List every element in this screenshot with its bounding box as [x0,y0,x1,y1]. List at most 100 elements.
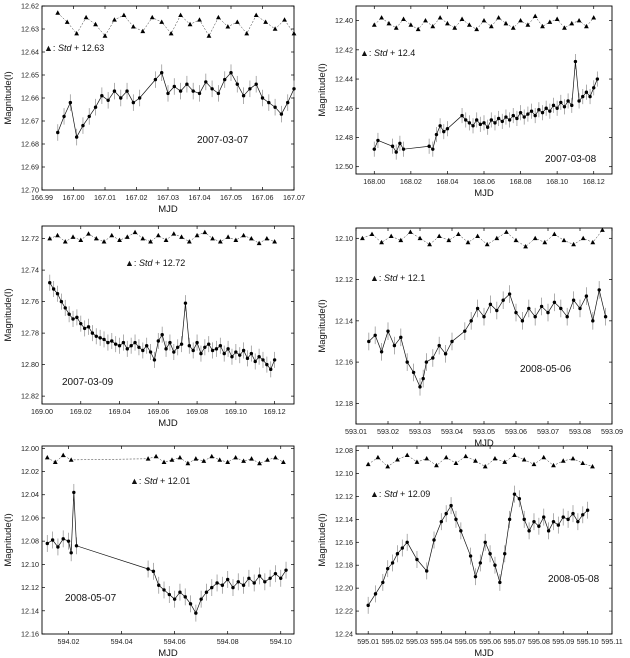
y-tick-label: 12.04 [21,490,39,499]
target-point [59,299,64,304]
x-tick-label: 595.07 [503,637,525,646]
target-point [235,82,239,86]
target-point [220,583,225,587]
target-point [398,141,402,146]
target-point [443,352,448,356]
std-point [551,462,556,468]
target-point [501,298,505,302]
target-point [261,358,265,362]
y-tick-label: 12.18 [335,561,353,570]
target-point [507,517,512,522]
std-point [209,453,215,459]
target-point [164,347,168,351]
target-point [390,561,395,565]
target-point [512,492,517,496]
target-point [62,114,66,119]
y-tick-label: 12.50 [335,162,353,171]
target-point [265,362,269,367]
target-point [504,115,508,119]
std-point [430,23,436,29]
target-point [373,592,378,596]
std-point [78,237,84,242]
std-point [386,20,392,26]
target-point [172,350,176,354]
std-point [427,241,432,247]
std-point [149,14,155,20]
target-point [581,513,585,517]
target-point [203,345,207,349]
target-point [489,118,494,122]
std-point [456,231,461,236]
target-point [385,566,390,571]
target-point [260,96,265,100]
target-point [588,94,592,99]
target-point [187,344,192,348]
std-point [86,231,91,236]
target-point [597,288,601,292]
target-point [386,329,390,333]
std-point [494,235,500,241]
target-point [172,84,176,89]
std-point [171,231,177,236]
target-point [514,310,518,315]
target-point [179,342,184,346]
target-point [496,116,501,121]
target-point [444,511,448,516]
x-tick-label: 167.01 [94,193,116,202]
std-point [580,235,586,241]
std-point [388,233,394,239]
target-point [468,554,473,558]
std-legend-label: ▲: Std + 12.1 [370,273,425,283]
x-tick-label: 169.08 [186,407,208,416]
x-tick-label: 167.05 [220,193,242,202]
std-point [253,12,259,17]
target-series-line [57,72,295,139]
std-point [282,17,287,22]
target-point [160,71,164,75]
std-point [484,241,490,247]
std-point [265,457,270,462]
target-point [151,569,156,574]
target-point [146,567,150,571]
target-point [248,87,252,91]
target-point [548,109,552,113]
target-point [156,339,161,343]
target-point [218,344,223,348]
target-point [366,603,370,608]
target-point [449,503,453,508]
target-point [439,519,444,524]
std-point [117,237,122,242]
std-point [414,459,420,464]
y-tick-label: 12.62 [21,2,39,11]
std-point [233,455,239,460]
x-tick-label: 168.08 [510,177,532,186]
x-tick-label: 593.04 [441,427,463,436]
y-axis-title: Magnitude(I) [317,63,328,116]
target-point [533,315,537,319]
target-point [241,94,246,98]
target-point [214,347,219,351]
std-point [452,25,458,30]
std-point [244,31,250,36]
target-point [405,360,409,364]
target-point [518,110,523,115]
target-point [399,335,403,340]
target-point [125,347,129,351]
std-point [518,18,523,23]
std-legend-label: ▲: Std + 12.09 [370,489,430,499]
x-tick-label: 594.10 [270,637,292,646]
x-tick-label: 167.06 [252,193,274,202]
std-point [482,464,488,469]
x-tick-label: 595.01 [357,637,379,646]
std-point [291,31,297,36]
std-point [466,22,472,27]
panel-1: 166.99 167.00 167.01 167.02 167.03 167.04 167.… [3,2,305,216]
std-point [584,23,589,29]
target-point [482,315,486,319]
std-legend-marker: ▲ [44,43,53,53]
target-point [90,331,95,335]
x-tick-label: 167.03 [157,193,179,202]
y-tick-label: 12.48 [335,133,353,142]
target-point [381,580,385,585]
std-point [600,227,605,232]
